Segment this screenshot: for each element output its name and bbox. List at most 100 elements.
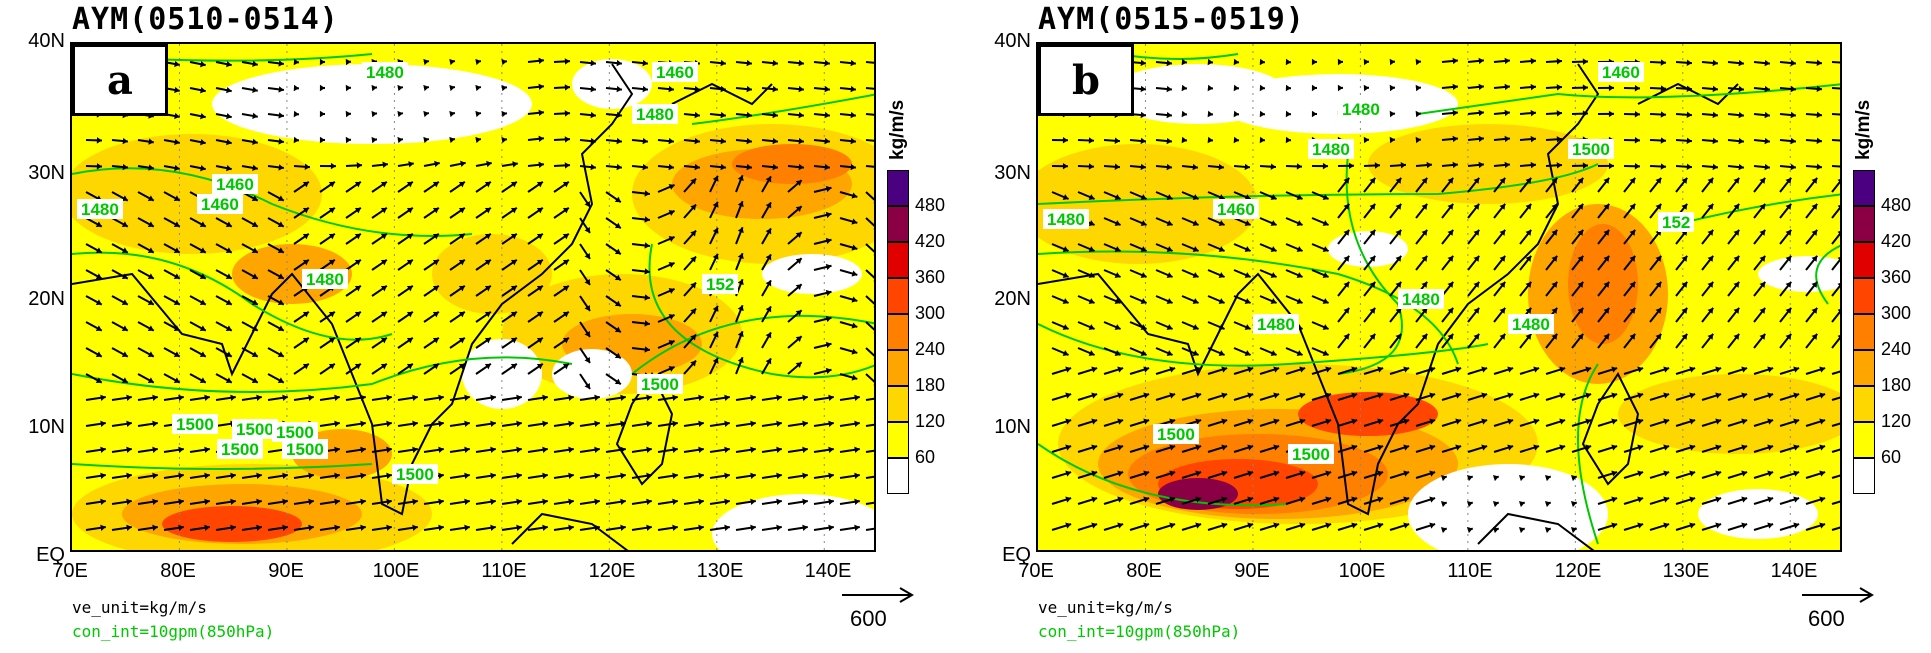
reference-vector-arrow <box>1802 587 1874 603</box>
flux-vector-head <box>668 163 674 171</box>
flux-vector-head <box>501 84 507 92</box>
flux-vector-head <box>1117 496 1124 503</box>
flux-vector-head <box>1559 418 1566 425</box>
flux-vector-head <box>1767 418 1774 425</box>
flux-vector-head <box>672 472 678 479</box>
flux-vector-head <box>251 247 258 254</box>
flux-vector-head <box>1322 194 1329 200</box>
flux-vector-head <box>308 498 314 505</box>
flux-vector-head <box>278 138 284 145</box>
flux-vector-head <box>438 394 444 401</box>
flux-vector-head <box>1426 161 1432 169</box>
flux-vector-head <box>1343 177 1350 184</box>
flux-vector-head <box>584 356 591 363</box>
flux-vector-head <box>668 209 675 216</box>
flux-vector-head <box>1369 203 1376 210</box>
flux-vector-head <box>302 233 309 240</box>
flux-vector-head <box>458 337 465 344</box>
flux-vector-head <box>1337 84 1343 92</box>
flux-vector-head <box>1065 470 1072 477</box>
flux-vector <box>865 191 874 201</box>
flux-vector-head <box>1525 229 1532 236</box>
flux-vector-head <box>278 164 284 171</box>
flux-vector-head <box>1738 163 1744 171</box>
flux-vector-head <box>1759 229 1766 236</box>
flux-vector-head <box>1270 298 1277 304</box>
coastline <box>1581 372 1640 486</box>
flux-vector-head <box>1689 444 1696 451</box>
flux-vector-head <box>1759 255 1766 262</box>
flux-vector-head <box>568 498 574 505</box>
flux-vector-head <box>1764 111 1770 119</box>
flux-vector-head <box>1634 163 1640 170</box>
flux-vector-head <box>1207 110 1213 118</box>
flux-shading <box>552 349 632 399</box>
flux-vector-head <box>1551 203 1558 210</box>
flux-vector-head <box>590 85 596 93</box>
flux-vector-head <box>1117 470 1124 477</box>
flux-vector-head <box>1785 255 1792 262</box>
flux-vector-head <box>152 472 158 479</box>
flux-vector-head <box>225 325 232 332</box>
flux-vector-head <box>1088 298 1095 304</box>
flux-vector-head <box>1140 194 1147 200</box>
flux-vector-head <box>1166 272 1173 278</box>
flux-vector-head <box>397 84 403 92</box>
panel-title: AYM(0515-0519) <box>1038 2 1305 37</box>
flux-vector-head <box>328 233 335 240</box>
flux-vector-head <box>1429 418 1436 425</box>
flux-vector-head <box>304 163 310 170</box>
flux-vector-head <box>772 137 778 145</box>
flux-vector-head <box>380 337 387 344</box>
flux-vector-head <box>1343 255 1350 262</box>
flux-vector-head <box>1452 135 1458 143</box>
flux-vector-head <box>694 111 700 119</box>
flux-vector-head <box>873 202 874 204</box>
flux-vector-head <box>1559 444 1566 451</box>
flux-vector-head <box>1767 366 1774 373</box>
flux-vector <box>1831 448 1840 453</box>
flux-vector-head <box>173 377 180 384</box>
panel-a: AYM(0510-0514) 1480 1460 1480 1460 1460 1480 1… <box>0 0 965 653</box>
flux-vector-head <box>1091 470 1098 477</box>
flux-vector-head <box>282 472 288 479</box>
flux-vector-head <box>225 377 232 384</box>
flux-vector-head <box>1707 333 1714 340</box>
flux-vector-head <box>1114 272 1121 278</box>
flux-vector-head <box>178 524 184 531</box>
flux-vector-head <box>278 60 284 67</box>
flux-vector-head <box>1062 324 1069 330</box>
flux-vector-head <box>1819 392 1826 399</box>
flux-vector-head <box>147 325 154 332</box>
flux-vector-head <box>1551 333 1558 340</box>
flux-vector-head <box>737 227 744 234</box>
colorbar-swatch <box>1853 206 1875 242</box>
flux-vector-head <box>328 337 335 344</box>
flux-vector-head <box>1377 522 1384 529</box>
flux-vector-head <box>1166 194 1173 200</box>
flux-vector-head <box>1504 83 1510 91</box>
flux-vector-head <box>1499 333 1506 340</box>
contour-line <box>1038 250 1459 365</box>
flux-vector-head <box>1166 59 1172 67</box>
flux-vector-head <box>1556 110 1562 117</box>
y-tick: 10N <box>28 416 65 438</box>
flux-vector-head <box>1192 220 1199 226</box>
flux-vector-head <box>1793 470 1800 477</box>
flux-vector-head <box>1637 522 1644 529</box>
contour-line <box>1677 193 1840 225</box>
flux-vector-head <box>256 498 262 505</box>
svg-text:1480: 1480 <box>1342 100 1380 119</box>
colorbar-swatch <box>1853 278 1875 314</box>
flux-vector-head <box>1452 83 1458 91</box>
flux-vector-head <box>1712 163 1718 171</box>
flux-vector-head <box>1525 281 1532 288</box>
flux-vector-head <box>1348 162 1354 170</box>
flux-vector-head <box>199 299 206 306</box>
flux-vector-head <box>850 137 856 145</box>
flux-vector-head <box>1611 522 1618 529</box>
flux-vector-head <box>1733 229 1740 236</box>
flux-vector-head <box>1660 137 1666 144</box>
flux-vector-head <box>1166 137 1172 145</box>
